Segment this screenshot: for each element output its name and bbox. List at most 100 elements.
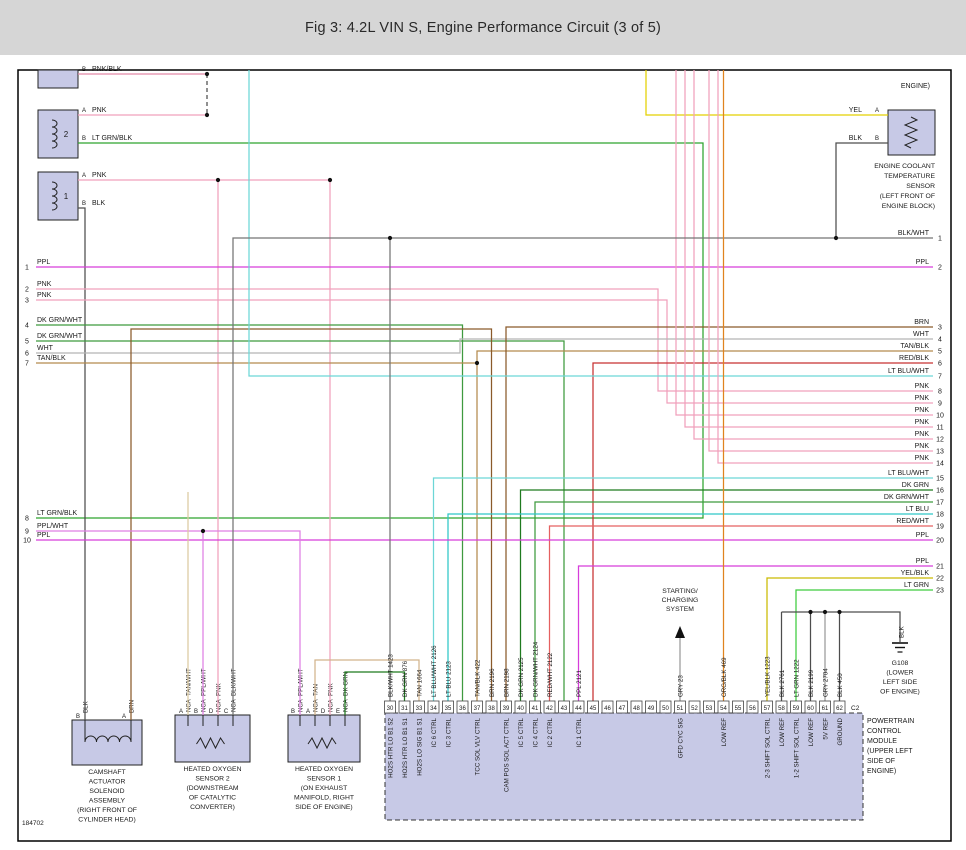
wire-pnk (684, 70, 933, 428)
wire-pnk (693, 70, 933, 440)
wire-color-label: DK GRN (343, 672, 350, 696)
pcm-pin-function: LOW REF (721, 718, 728, 746)
wire-color-label: LT GRN/BLK (92, 135, 133, 142)
relay-2-box (37, 109, 79, 159)
pin-letter: A (306, 709, 310, 715)
junction-dot (822, 609, 828, 615)
pcm-caption: CONTROL (867, 728, 901, 735)
junction-dot (837, 609, 842, 615)
right-exit-label: DK GRN (902, 482, 929, 489)
pcm-pin-function: IC 1 CTRL (576, 717, 583, 747)
heater-element-icon (307, 736, 337, 750)
wire-yel-blk (766, 577, 933, 701)
top-right-note: ENGINE) (901, 83, 930, 90)
pcm-pin-function: LOW REF (779, 718, 786, 746)
junction-dot (833, 235, 839, 241)
heated-oxygen-sensor-1-caption: SIDE OF ENGINE) (295, 804, 352, 811)
wire-lt-blu-wht (432, 477, 933, 701)
wire-wht (36, 338, 933, 354)
pcm-pin-number: 36 (459, 706, 466, 712)
wire-lt-grn (795, 589, 933, 701)
pin-letter: D (209, 709, 214, 715)
pcm-pin-function: 5V REF (823, 718, 830, 740)
right-exit-number: 13 (936, 449, 944, 456)
pin-letter: D (321, 709, 326, 715)
pcm-wire-label: LT BLU/WHT 2126 (431, 645, 438, 697)
left-exit-number: 6 (25, 351, 29, 358)
pcm-pin-box (732, 700, 744, 714)
pcm-caption: (UPPER LEFT (867, 748, 913, 755)
right-exit-label: RED/WHT (896, 518, 929, 525)
pcm-caption: ENGINE) (867, 768, 896, 775)
pin-letter: B (82, 201, 86, 207)
pcm-pin-function: 1-2 SHIFT SOL CTRL (794, 717, 801, 778)
right-exit-label: LT BLU/WHT (888, 470, 930, 477)
pcm-pin-box (572, 700, 585, 714)
pin-letter: A (122, 714, 126, 720)
pcm-pin-function: HO2S HTR LO B1 S2 (388, 717, 395, 777)
left-exit-label: PPL (37, 532, 50, 539)
pcm-pin-box (384, 700, 396, 714)
pcm-caption: MODULE (867, 738, 897, 745)
right-exit-label: PPL (916, 259, 929, 266)
pcm-pin-function: HO2S HTR LO B1 S1 (402, 717, 409, 777)
right-exit-label: LT BLU (906, 506, 929, 513)
right-exit-label: PNK (915, 431, 930, 438)
pcm-pin-function: LOW REF (808, 718, 815, 746)
wire-ppl (577, 565, 933, 701)
left-exit-label: DK GRN/WHT (37, 317, 83, 324)
pcm-wire-label: RED/WHT 2122 (547, 652, 554, 697)
pcm-pin-box (427, 700, 440, 714)
wire-red-wht (548, 525, 933, 701)
pcm-wire-label: BLK 2761 (779, 669, 786, 697)
right-exit-number: 3 (938, 325, 942, 332)
figure-title-bar: Fig 3: 4.2L VIN S, Engine Performance Ci… (0, 0, 966, 55)
pcm-pin-box (543, 700, 556, 714)
right-exit-number: 23 (936, 588, 944, 595)
right-exit-number: 11 (936, 425, 943, 432)
pcm-pin-function: IC 2 CTRL (547, 717, 554, 747)
nca-label: NCA (299, 699, 305, 712)
pcm-pin-box (442, 700, 454, 714)
right-exit-number: 9 (938, 401, 942, 408)
pcm-pin-number: 33 (416, 706, 423, 712)
relay-coil-icon (51, 181, 58, 211)
wire-blk (781, 611, 901, 642)
right-exit-number: 10 (936, 413, 944, 420)
wire-lt-blu-wht (248, 70, 933, 377)
pcm-wire-label: GRY 23 (678, 675, 685, 697)
pcm-pin-function: GFD CYC SIG (678, 718, 685, 758)
relay-2-number: 2 (64, 130, 69, 139)
pcm-wire-label: PPL 2121 (576, 669, 583, 697)
left-exit-number: 1 (25, 265, 29, 272)
wire-color-label: PNK (328, 682, 335, 696)
pcm-pin-number: 42 (546, 706, 553, 712)
pcm-pin-number: 47 (619, 706, 626, 712)
wire-ppl-wht (36, 530, 301, 715)
left-exit-label: WHT (37, 345, 54, 352)
right-exit-label: PPL (916, 532, 929, 539)
right-exit-number: 22 (936, 576, 944, 583)
pcm-pin-number: 49 (648, 706, 655, 712)
wire-tan-blk (476, 350, 933, 701)
pcm-pin-box (659, 700, 672, 714)
camshaft-actuator-solenoid-caption: CAMSHAFT (88, 769, 125, 776)
heated-oxygen-sensor-1-caption: SENSOR 1 (307, 776, 342, 783)
nca-label: NCA (187, 699, 193, 712)
right-exit-label: RED/BLK (899, 355, 929, 362)
right-exit-number: 16 (936, 488, 944, 495)
pcm-pin-box (500, 700, 512, 714)
nca-label: NCA (344, 699, 350, 712)
pcm-box (384, 712, 864, 821)
left-exit-label: LT GRN/BLK (37, 510, 78, 517)
thermistor-icon (903, 116, 919, 149)
right-exit-label: BLK/WHT (898, 230, 930, 237)
left-exit-number: 10 (23, 538, 31, 545)
pcm-pin-number: 50 (662, 706, 669, 712)
sheet-number: 184702 (22, 820, 44, 827)
up-arrow-icon (675, 626, 685, 638)
starting-charging-label: SYSTEM (666, 606, 694, 613)
relay-1-box (37, 171, 79, 221)
pin-letter: A (179, 709, 183, 715)
relay-partial-box (37, 69, 79, 89)
